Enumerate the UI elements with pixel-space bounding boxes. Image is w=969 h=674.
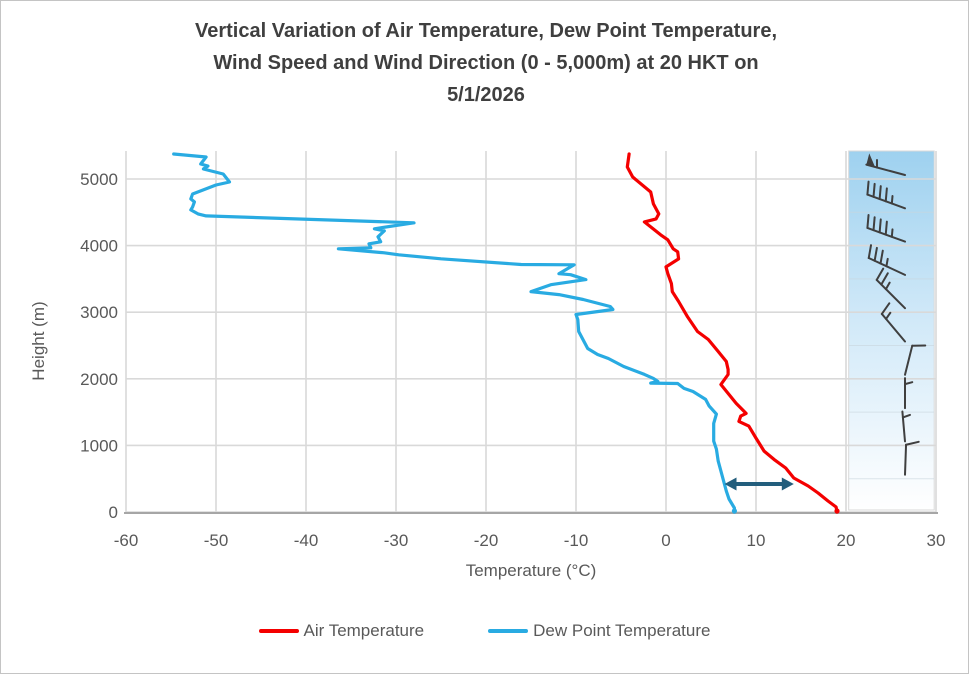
x-tick-label: -40 bbox=[294, 531, 319, 550]
legend-item-air-temperature: Air Temperature bbox=[258, 621, 425, 641]
dew-point-swatch bbox=[488, 629, 529, 633]
legend-item-dew-point: Dew Point Temperature bbox=[488, 621, 710, 641]
wind-barb-3500m bbox=[867, 244, 906, 276]
wind-barb-2500m bbox=[880, 302, 906, 343]
dew-point-label: Dew Point Temperature bbox=[533, 621, 711, 640]
x-axis-title: Temperature (°C) bbox=[465, 561, 597, 580]
wind-barb-5000m bbox=[865, 153, 906, 176]
air-temperature-line-surface-point bbox=[834, 508, 840, 514]
air-temperature-label: Air Temperature bbox=[303, 621, 425, 640]
wind-barb-3000m bbox=[875, 267, 906, 310]
dew-point-line bbox=[172, 152, 737, 514]
x-tick-label: 20 bbox=[837, 531, 856, 550]
comparison-arrow bbox=[724, 477, 794, 491]
y-tick-label: 1000 bbox=[80, 436, 118, 455]
dew-point-line-surface-point bbox=[731, 508, 738, 514]
x-tick-label: -60 bbox=[114, 531, 139, 550]
air-temperature-line bbox=[625, 152, 839, 514]
chart-title-line-2: Wind Speed and Wind Direction (0 - 5,000… bbox=[213, 52, 759, 74]
y-tick-label: 5000 bbox=[80, 170, 118, 189]
wind-barb-2000m bbox=[904, 344, 927, 376]
x-tick-label: -30 bbox=[384, 531, 409, 550]
y-tick-label: 0 bbox=[109, 503, 118, 522]
air-temperature-swatch bbox=[258, 629, 299, 633]
wind-barb-500m bbox=[904, 440, 920, 476]
x-tick-label: -50 bbox=[204, 531, 229, 550]
wind-barb-4000m bbox=[866, 213, 906, 243]
x-tick-label: 10 bbox=[747, 531, 766, 550]
x-tick-label: -10 bbox=[564, 531, 589, 550]
y-tick-label: 4000 bbox=[80, 237, 118, 256]
x-tick-label: 30 bbox=[927, 531, 946, 550]
wind-barb-1000m bbox=[901, 410, 911, 443]
chart-title-line-1: Vertical Variation of Air Temperature, D… bbox=[194, 20, 777, 42]
y-tick-label: 3000 bbox=[80, 303, 118, 322]
wind-barb-1500m bbox=[904, 377, 914, 410]
wind-barb-4500m bbox=[866, 180, 906, 210]
x-tick-label: -20 bbox=[474, 531, 499, 550]
wind-panel bbox=[848, 150, 935, 511]
chart-title: Vertical Variation of Air Temperature, D… bbox=[41, 15, 931, 111]
x-tick-label: 0 bbox=[661, 531, 670, 550]
legend: Air Temperature Dew Point Temperature bbox=[1, 621, 968, 641]
y-tick-label: 2000 bbox=[80, 370, 118, 389]
chart-title-line-3: 5/1/2026 bbox=[447, 84, 525, 106]
